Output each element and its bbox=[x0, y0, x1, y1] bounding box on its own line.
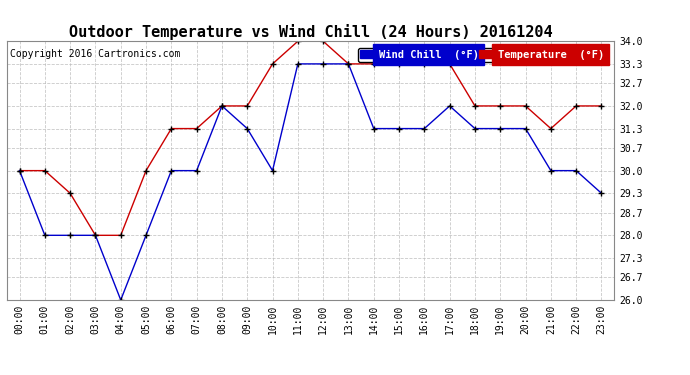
Title: Outdoor Temperature vs Wind Chill (24 Hours) 20161204: Outdoor Temperature vs Wind Chill (24 Ho… bbox=[69, 24, 552, 40]
Text: Copyright 2016 Cartronics.com: Copyright 2016 Cartronics.com bbox=[10, 49, 180, 59]
Legend: Wind Chill  (°F), Temperature  (°F): Wind Chill (°F), Temperature (°F) bbox=[358, 48, 606, 62]
